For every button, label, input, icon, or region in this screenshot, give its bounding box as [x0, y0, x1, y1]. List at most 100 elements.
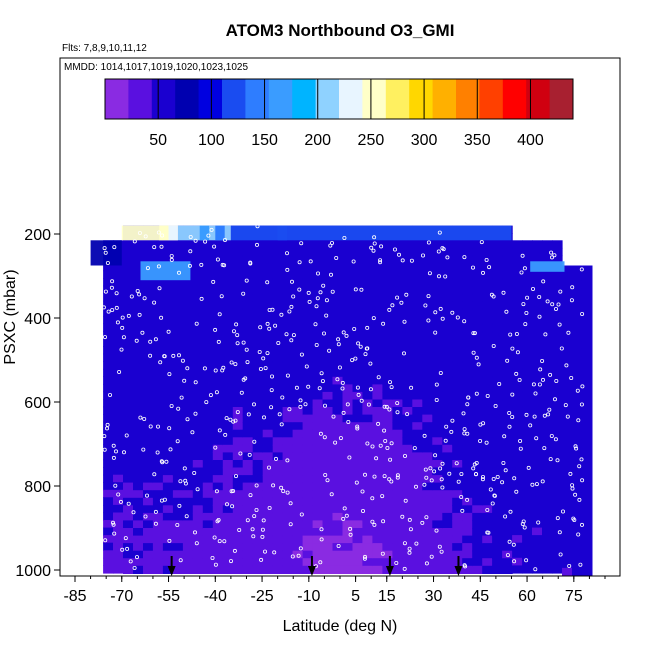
sample-point — [511, 542, 516, 547]
curtain-cell — [292, 293, 304, 302]
sample-point — [440, 461, 445, 466]
sample-point — [502, 434, 507, 439]
sample-point — [484, 440, 489, 445]
curtain-cell — [382, 346, 393, 355]
curtain-cell — [262, 369, 274, 378]
curtain-cell — [332, 346, 344, 355]
sample-point — [523, 322, 528, 327]
curtain-cell — [182, 278, 194, 287]
curtain-cell — [202, 286, 214, 295]
curtain-cell — [352, 528, 364, 537]
curtain-cell — [192, 323, 204, 333]
sample-point — [470, 265, 475, 270]
curtain-cell — [572, 341, 583, 350]
curtain-cell — [152, 460, 164, 469]
sample-point — [488, 487, 493, 492]
curtain-cell — [322, 354, 334, 363]
curtain-cell — [452, 255, 463, 264]
curtain-cell — [113, 414, 124, 423]
curtain-cell — [202, 467, 214, 476]
curtain-cell — [332, 497, 344, 506]
curtain-cell — [452, 271, 463, 280]
curtain-cell — [482, 467, 493, 476]
curtain-cell — [372, 490, 383, 499]
curtain-cell — [442, 286, 453, 295]
curtain-cell — [192, 263, 204, 272]
sample-point — [289, 304, 294, 309]
sample-point — [395, 475, 400, 480]
curtain-cell — [152, 543, 164, 552]
sample-points — [101, 224, 585, 572]
curtain-cell — [462, 550, 473, 559]
curtain-cell — [113, 467, 124, 476]
curtain-cell — [172, 316, 184, 325]
curtain-cell — [372, 558, 383, 567]
curtain-cell — [492, 308, 503, 317]
curtain-cell — [133, 316, 144, 325]
sample-point — [450, 310, 455, 315]
sample-point — [413, 484, 418, 489]
sample-point — [259, 557, 264, 562]
curtain-cell — [372, 339, 383, 348]
curtain-cell — [482, 361, 493, 370]
curtain-cell — [342, 391, 354, 401]
curtain-cell — [372, 308, 383, 317]
curtain-cell — [143, 399, 154, 408]
curtain-cell — [432, 565, 443, 574]
sample-point — [245, 518, 250, 523]
curtain-cell — [312, 520, 324, 529]
curtain-cell — [182, 376, 194, 385]
curtain-cell — [113, 474, 124, 483]
curtain-cell — [302, 437, 314, 446]
curtain-cell — [192, 369, 204, 378]
sample-point — [238, 451, 243, 456]
curtain-cell — [282, 308, 294, 317]
curtain-cell — [162, 361, 174, 370]
sample-point — [390, 303, 395, 308]
curtain-cell — [542, 542, 553, 551]
curtain-cell — [152, 248, 164, 257]
curtain-cell — [242, 512, 254, 522]
curtain-cell — [182, 422, 194, 431]
curtain-cell — [272, 460, 284, 469]
curtain-cell — [412, 505, 423, 514]
sample-point — [144, 493, 149, 498]
curtain-cell — [552, 459, 563, 468]
curtain-cell — [172, 308, 184, 317]
curtain-cell — [482, 376, 493, 385]
curtain-cell — [552, 308, 563, 317]
curtain-cell — [362, 376, 373, 385]
curtain-cell — [352, 452, 364, 461]
curtain-cell — [442, 331, 453, 340]
curtain-cell — [332, 550, 344, 559]
curtain-cell — [412, 369, 423, 378]
curtain-cell — [182, 505, 194, 514]
curtain-cell — [482, 384, 493, 393]
curtain — [90, 225, 593, 576]
curtain-cell — [372, 271, 383, 280]
curtain-cell — [462, 482, 473, 491]
curtain-cell — [352, 467, 364, 476]
curtain-cell — [332, 354, 344, 363]
curtain-cell — [412, 558, 423, 567]
curtain-cell — [482, 558, 493, 567]
colorbar-swatch — [432, 79, 457, 119]
curtain-cell — [382, 535, 393, 544]
curtain-cell — [422, 535, 433, 544]
sample-point — [449, 429, 454, 434]
curtain-cell — [512, 263, 523, 272]
curtain-cell — [542, 482, 553, 491]
curtain-cell — [242, 301, 254, 310]
curtain-cell — [412, 271, 423, 280]
curtain-cell — [232, 271, 244, 280]
curtain-cell — [512, 255, 523, 264]
sample-point — [103, 250, 108, 255]
sample-point — [485, 393, 490, 398]
sample-point — [491, 343, 496, 348]
curtain-cell — [143, 565, 154, 574]
curtain-cell — [322, 323, 334, 333]
curtain-cell — [372, 535, 383, 544]
profile-arrow-head — [167, 566, 176, 576]
curtain-cell — [292, 558, 304, 567]
curtain-cell — [382, 293, 393, 302]
